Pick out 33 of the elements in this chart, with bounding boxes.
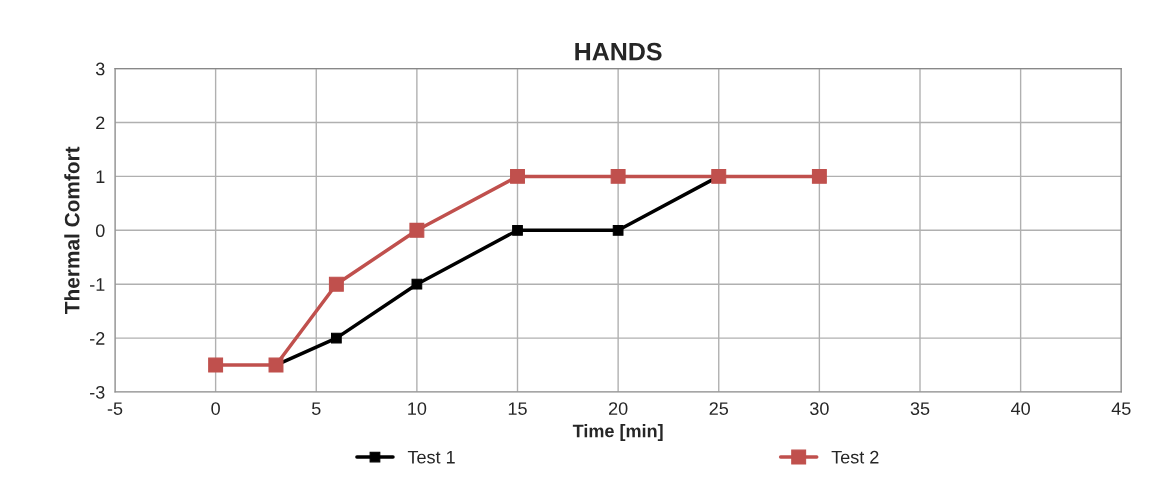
x-tick-label: 25	[709, 402, 729, 415]
point	[512, 224, 523, 236]
point	[330, 332, 342, 344]
point	[411, 278, 423, 290]
y-tick-label: -2	[90, 332, 105, 345]
point	[610, 168, 626, 184]
y-tick-label: 0	[95, 224, 105, 238]
x-tick-label: 45	[1111, 402, 1131, 415]
point	[811, 168, 827, 184]
x-tick-label: 30	[810, 402, 829, 415]
x-tick-label: 10	[408, 402, 427, 415]
legend-label: Test 1	[407, 450, 455, 464]
chart-title: HANDS	[575, 42, 662, 61]
x-axis-title: Time [min]	[572, 424, 663, 441]
x-tick-label: 5	[311, 402, 321, 415]
x-tick-label: 40	[1011, 402, 1030, 415]
x-tick-label: 0	[211, 402, 220, 415]
y-tick-label: -3	[90, 385, 105, 399]
point	[612, 224, 624, 236]
point	[409, 222, 425, 238]
y-axis-title: Thermal Comfort	[64, 146, 80, 314]
legend-label: Test 2	[831, 450, 879, 464]
y-tick-label: -1	[90, 278, 105, 291]
point	[208, 357, 224, 373]
y-tick-label: 2	[96, 116, 105, 130]
x-tick-label: 20	[608, 402, 628, 415]
y-tick-label: 3	[95, 62, 105, 76]
y-tick-label: 1	[96, 170, 105, 183]
point	[510, 168, 525, 184]
x-tick-label: -5	[107, 402, 123, 415]
x-tick-label: 15	[508, 402, 527, 415]
point	[328, 276, 344, 292]
x-tick-label: 35	[910, 402, 930, 415]
